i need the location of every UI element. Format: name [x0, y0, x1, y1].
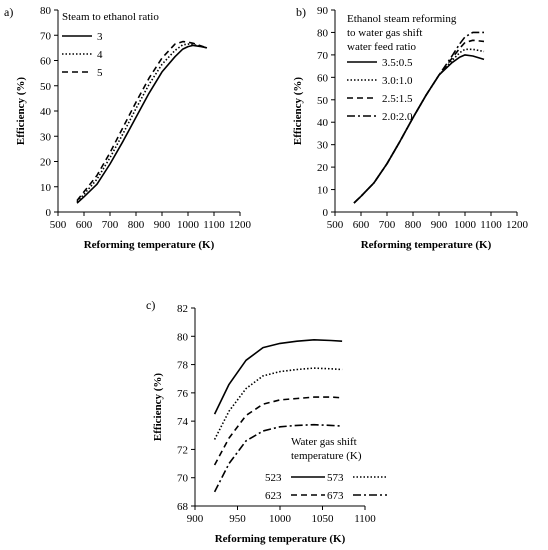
x-tick-label: 500 [327, 219, 344, 231]
legend-title: Ethanol steam reforming [347, 13, 457, 25]
y-tick-label: 70 [177, 473, 189, 485]
y-tick-label: 20 [317, 162, 329, 174]
legend-label-3-0-1-0: 3.0:1.0 [382, 75, 413, 87]
y-tick-label: 30 [40, 131, 52, 143]
x-tick-label: 1050 [312, 513, 335, 525]
x-tick-label: 1000 [177, 219, 200, 231]
y-tick-label: 60 [40, 56, 52, 68]
legend-label-5: 5 [97, 67, 103, 79]
series-line-3-0-1-0 [353, 48, 485, 204]
y-axis-label: Efficiency (%) [292, 77, 304, 145]
series-line-3-5-0-5 [353, 54, 485, 204]
y-tick-label: 74 [177, 416, 189, 428]
series-line-673 [213, 423, 343, 493]
panel-label-b: b) [296, 5, 306, 19]
legend-label-2-5-1-5: 2.5:1.5 [382, 93, 413, 105]
y-tick-label: 70 [317, 50, 329, 62]
x-tick-label: 600 [353, 219, 370, 231]
x-tick-label: 800 [405, 219, 422, 231]
y-tick-label: 0 [323, 207, 329, 219]
series-line-2-0-2-0 [353, 31, 484, 204]
chart-panel-c: c) 900 950 1000 1050 1100 68 70 72 74 76 78 80 82 Refo… [146, 298, 387, 545]
y-tick-label: 20 [40, 157, 52, 169]
x-tick-label: 700 [102, 219, 119, 231]
x-tick-label: 950 [229, 513, 246, 525]
series-line-3 [76, 44, 208, 204]
legend-label-4: 4 [97, 49, 103, 61]
y-tick-label: 60 [317, 72, 329, 84]
y-tick-label: 50 [40, 81, 52, 93]
x-tick-label: 1100 [354, 513, 376, 525]
legend-title: Steam to ethanol ratio [62, 11, 159, 23]
x-tick-label: 1200 [506, 219, 529, 231]
legend-title: water feed ratio [347, 41, 417, 53]
x-tick-label: 1200 [229, 219, 252, 231]
y-tick-label: 72 [177, 444, 188, 456]
x-tick-label: 900 [187, 513, 204, 525]
legend-title: to water gas shift [347, 27, 422, 39]
chart-panel-b: b) 500 600 700 800 900 1000 1100 1200 0 10 20 30 40 50… [292, 5, 529, 251]
legend-label-623: 623 [265, 490, 282, 502]
x-tick-label: 900 [154, 219, 171, 231]
y-tick-label: 0 [46, 207, 52, 219]
series-line-5 [76, 40, 208, 202]
y-tick-label: 90 [317, 5, 329, 17]
x-axis-label: Reforming temperature (K) [361, 239, 492, 251]
x-tick-label: 1100 [203, 219, 225, 231]
legend-label-3-5-0-5: 3.5:0.5 [382, 57, 413, 69]
y-tick-label: 76 [177, 388, 189, 400]
legend-label-523: 523 [265, 472, 282, 484]
y-tick-label: 40 [40, 106, 52, 118]
y-tick-label: 80 [177, 331, 189, 343]
x-tick-label: 500 [50, 219, 67, 231]
panel-label-a: a) [4, 5, 13, 19]
y-tick-label: 68 [177, 501, 189, 513]
y-axis-label: Efficiency (%) [15, 77, 27, 145]
x-axis-label: Reforming temperature (K) [84, 239, 215, 251]
legend-label-2-0-2-0: 2.0:2.0 [382, 111, 413, 123]
y-tick-label: 80 [40, 5, 52, 17]
x-tick-label: 1100 [480, 219, 502, 231]
y-tick-label: 10 [40, 182, 52, 194]
y-tick-label: 70 [40, 30, 52, 42]
legend-label-673: 673 [327, 490, 344, 502]
series-line-623 [213, 396, 343, 466]
legend-label-3: 3 [97, 31, 103, 43]
x-tick-label: 800 [128, 219, 145, 231]
y-tick-label: 78 [177, 360, 189, 372]
series-line-2-5-1-5 [353, 39, 485, 204]
y-tick-label: 30 [317, 140, 329, 152]
panel-label-c: c) [146, 298, 155, 312]
x-tick-label: 700 [379, 219, 396, 231]
y-axis-label: Efficiency (%) [152, 373, 164, 441]
x-tick-label: 900 [431, 219, 448, 231]
legend-label-573: 573 [327, 472, 344, 484]
x-axis-label: Reforming temperature (K) [215, 533, 346, 545]
y-tick-label: 50 [317, 95, 329, 107]
y-tick-label: 80 [317, 27, 329, 39]
y-tick-label: 10 [317, 185, 329, 197]
y-tick-label: 40 [317, 117, 329, 129]
x-tick-label: 600 [76, 219, 93, 231]
x-tick-label: 1000 [269, 513, 292, 525]
chart-panel-a: a) 500 600 700 800 900 1000 1100 1200 0 10 20 30 40 50… [4, 5, 252, 251]
legend-title: temperature (K) [291, 450, 362, 462]
y-tick-label: 82 [177, 303, 188, 315]
legend-title: Water gas shift [291, 436, 357, 448]
series-line-4 [76, 43, 208, 203]
series-line-523 [213, 338, 343, 415]
series-line-573 [213, 367, 343, 440]
x-tick-label: 1000 [454, 219, 477, 231]
